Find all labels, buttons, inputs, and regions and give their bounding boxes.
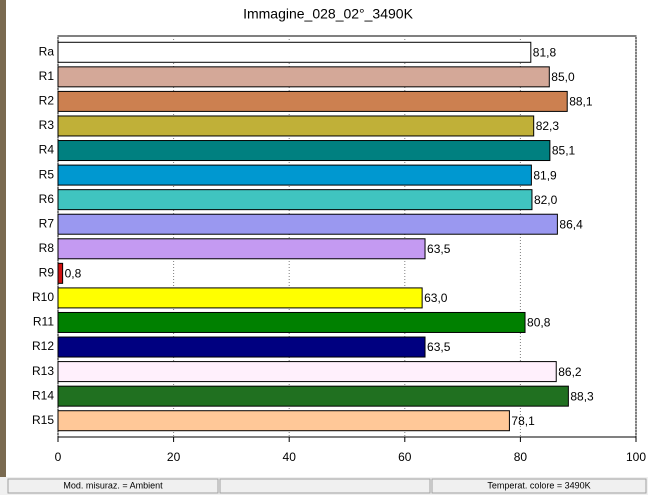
- x-tick-label: 0: [55, 450, 62, 464]
- y-tick-label: R8: [39, 241, 55, 255]
- data-label: 85,0: [551, 70, 575, 84]
- bar: [57, 336, 426, 358]
- data-label: 82,0: [534, 193, 558, 207]
- y-tick-label: R12: [32, 339, 54, 353]
- y-tick-label: R11: [33, 315, 54, 329]
- y-tick-label: R9: [39, 266, 55, 280]
- bar: [57, 287, 423, 309]
- x-tick-label: 100: [626, 450, 646, 464]
- data-label: 63,5: [427, 242, 451, 256]
- status-bar: [0, 477, 648, 495]
- y-tick-label: R3: [39, 118, 55, 132]
- data-label: 63,5: [427, 340, 451, 354]
- data-label: 0,8: [65, 267, 82, 281]
- status-text: Mod. misuraz. = Ambient: [63, 480, 163, 490]
- bar: [57, 213, 558, 235]
- data-label: 63,0: [424, 291, 448, 305]
- x-tick-label: 60: [398, 450, 412, 464]
- bar: [57, 311, 526, 333]
- y-tick-label: R1: [39, 69, 55, 83]
- bar: [57, 164, 532, 186]
- bar: [57, 410, 510, 432]
- data-label: 82,3: [536, 119, 560, 133]
- bar: [57, 189, 533, 211]
- bar: [57, 115, 535, 137]
- bar: [57, 66, 550, 88]
- y-tick-label: R10: [32, 290, 54, 304]
- status-text: Temperat. colore = 3490K: [487, 480, 590, 490]
- y-tick-label: R2: [39, 94, 55, 108]
- bar: [57, 140, 551, 162]
- bar: [57, 385, 569, 407]
- y-tick-label: R13: [32, 364, 54, 378]
- y-tick-label: R15: [32, 413, 54, 427]
- data-label: 86,2: [558, 365, 582, 379]
- y-tick-label: R5: [39, 167, 55, 181]
- data-label: 81,9: [533, 168, 557, 182]
- data-label: 88,1: [569, 95, 593, 109]
- x-tick-label: 20: [167, 450, 181, 464]
- status-panel: [431, 478, 647, 494]
- bar: [57, 90, 568, 112]
- x-tick-label: 40: [283, 450, 297, 464]
- data-label: 80,8: [527, 316, 551, 330]
- y-tick-label: R7: [39, 216, 55, 230]
- bar: [57, 361, 557, 383]
- status-panel: [7, 478, 219, 494]
- chart-title: Immagine_028_02°_3490K: [243, 6, 414, 22]
- y-tick-label: R14: [32, 388, 54, 402]
- y-tick-label: R6: [39, 192, 55, 206]
- data-label: 88,3: [570, 389, 594, 403]
- data-label: 78,1: [511, 414, 535, 428]
- left-edge: [0, 0, 6, 478]
- data-label: 86,4: [559, 217, 583, 231]
- data-label: 85,1: [552, 144, 576, 158]
- bar: [57, 262, 64, 284]
- data-label: 81,8: [533, 45, 557, 59]
- y-tick-label: Ra: [39, 44, 55, 58]
- x-tick-label: 80: [514, 450, 528, 464]
- bar: [57, 238, 426, 260]
- y-tick-label: R4: [39, 143, 55, 157]
- status-panel: [219, 478, 431, 494]
- bar: [57, 41, 532, 63]
